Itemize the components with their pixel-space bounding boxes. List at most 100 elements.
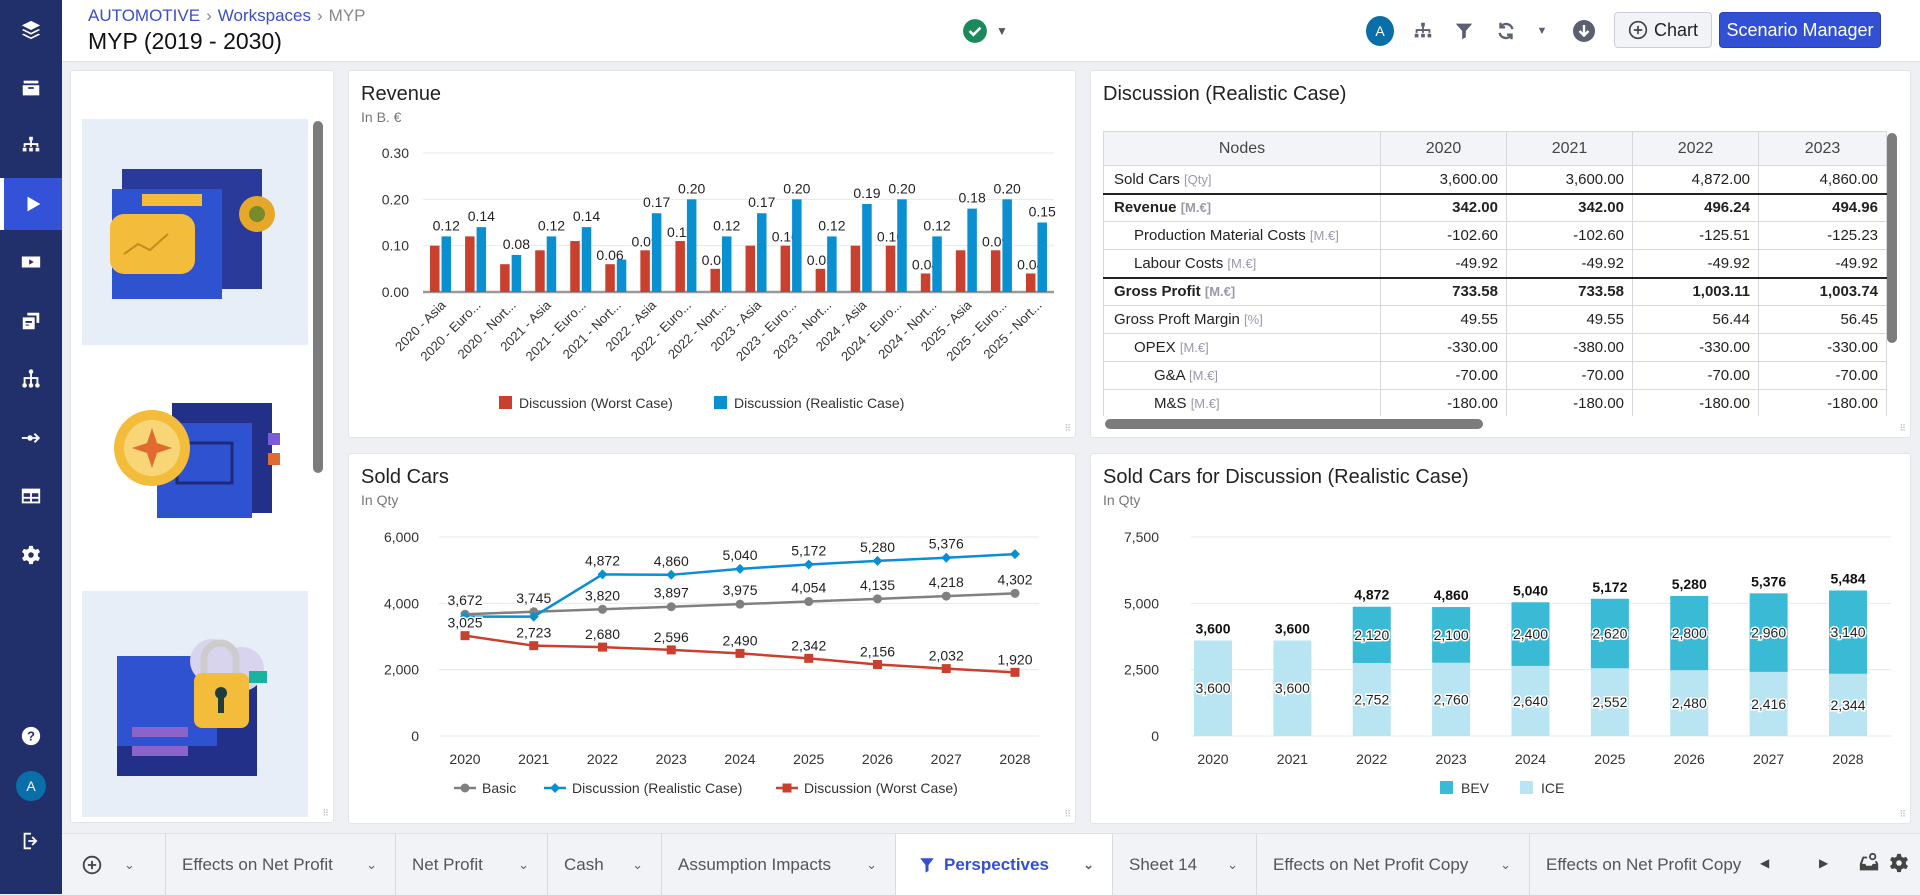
column-header[interactable]: 2021	[1506, 131, 1633, 166]
row-unit: [M.€]	[1309, 228, 1339, 243]
logout-button[interactable]	[0, 815, 62, 867]
data-label: 3,897	[654, 585, 689, 601]
sheet-settings-button[interactable]	[1888, 852, 1910, 879]
table-row[interactable]: OPEX [M.€] -330.00 -380.00 -330.00 -330.00	[1103, 333, 1887, 362]
data-point	[598, 642, 607, 652]
row-label: Labour Costs	[1134, 254, 1224, 272]
add-chart-button[interactable]: Chart	[1614, 12, 1712, 48]
filter-button[interactable]	[1450, 17, 1478, 45]
refresh-button[interactable]	[1492, 17, 1520, 45]
scenario-manager-button[interactable]: Scenario Manager	[1719, 12, 1881, 48]
column-header[interactable]: 2023	[1758, 131, 1887, 166]
breadcrumb-automotive[interactable]: AUTOMOTIVE	[88, 6, 201, 25]
data-point	[803, 559, 814, 570]
tab-effects-on-net-profit-copy[interactable]: Effects on Net Profit Copy	[1530, 834, 1760, 895]
sidebar-logo[interactable]	[0, 4, 62, 56]
tabs-scroll-left[interactable]: ◀	[1760, 856, 1770, 870]
x-tick-label: 2025	[793, 751, 824, 767]
card-subtitle: In Qty	[361, 492, 399, 508]
sidebar-item-archive[interactable]	[0, 62, 62, 114]
column-header[interactable]: 2022	[1632, 131, 1759, 166]
illustration-security	[82, 591, 308, 817]
data-label: 0.14	[468, 208, 495, 224]
chevron-right-icon: ›	[206, 6, 212, 25]
resize-handle[interactable]: ⠿	[322, 808, 329, 818]
column-header[interactable]: 2020	[1380, 131, 1507, 166]
table-row[interactable]: Labour Costs [M.€] -49.92 -49.92 -49.92 -49.…	[1103, 249, 1887, 278]
data-label: 0.12	[923, 217, 950, 233]
bar-ice	[1590, 668, 1629, 736]
user-avatar[interactable]: A	[1366, 16, 1394, 46]
tab-assumption-impacts[interactable]: Assumption Impacts ⌄	[662, 834, 896, 895]
tab-cash[interactable]: Cash ⌄	[548, 834, 662, 895]
sidebar-item-play[interactable]	[0, 178, 62, 230]
resize-handle[interactable]: ⠿	[1064, 423, 1071, 433]
bar-worst	[605, 264, 615, 292]
tab-effects-on-net-profit-copy[interactable]: Effects on Net Profit Copy ⌄	[1257, 834, 1530, 895]
data-label: 2,400	[1513, 626, 1548, 642]
resize-handle[interactable]: ⠿	[1899, 423, 1906, 433]
total-label: 5,040	[1513, 582, 1548, 598]
sidebar-item-network[interactable]	[0, 353, 62, 405]
value-cell: -180.00	[1506, 389, 1633, 416]
chevron-down-icon[interactable]: ⌄	[1083, 856, 1094, 872]
data-label: 0.20	[888, 180, 915, 196]
sidebar-item-hierarchy[interactable]	[0, 119, 62, 171]
sidebar-item-flow[interactable]	[0, 412, 62, 464]
row-unit: [M.€]	[1227, 255, 1257, 271]
bar-worst	[990, 250, 1001, 292]
value-cell: -70.00	[1380, 361, 1507, 390]
chevron-down-icon[interactable]: ⌄	[866, 856, 877, 872]
sidebar-item-video[interactable]	[0, 236, 62, 288]
chevron-down-icon[interactable]: ⌄	[366, 856, 377, 872]
hierarchy-button[interactable]	[1409, 17, 1437, 45]
table-row[interactable]: Gross Proft Margin [%] 49.55 49.55 56.44 56.…	[1103, 305, 1887, 334]
tab-perspectives[interactable]: Perspectives ⌄	[896, 834, 1113, 895]
table-row[interactable]: Gross Profit [M.€] 733.58 733.58 1,003.11 1,…	[1103, 276, 1887, 306]
bar-bev	[1590, 598, 1629, 669]
sidebar-item-settings[interactable]	[0, 529, 62, 581]
chevron-down-icon[interactable]: ⌄	[1227, 856, 1238, 872]
row-label: M&S	[1154, 395, 1187, 412]
user-avatar-button[interactable]: A	[0, 760, 62, 812]
tab-net-profit[interactable]: Net Profit ⌄	[396, 834, 548, 895]
row-unit: [M.€]	[1179, 340, 1209, 355]
value-cell: 342.00	[1506, 192, 1633, 222]
column-header[interactable]: Nodes	[1103, 131, 1381, 166]
sidebar-item-table[interactable]	[0, 470, 62, 522]
data-label: 0.15	[1029, 204, 1056, 220]
status-dropdown[interactable]: ▼	[960, 17, 1010, 45]
y-tick-label: 7,500	[1124, 529, 1159, 545]
bar-worst	[465, 236, 475, 292]
refresh-dropdown[interactable]: ▼	[1528, 17, 1556, 45]
tab-effects-on-net-profit[interactable]: Effects on Net Profit ⌄	[166, 834, 396, 895]
chevron-down-icon[interactable]: ⌄	[1500, 856, 1511, 872]
table-row[interactable]: Production Material Costs [M.€] -102.60 -1…	[1103, 221, 1887, 250]
add-sheet-button[interactable]: ⌄	[62, 834, 166, 895]
search-sheets-button[interactable]	[1858, 852, 1880, 879]
resize-handle[interactable]: ⠿	[1064, 809, 1071, 819]
table-vertical-scrollbar[interactable]	[1887, 133, 1897, 343]
bar-realistic	[827, 236, 837, 292]
bar-ice	[1829, 673, 1867, 736]
sidebar-item-windows[interactable]	[0, 295, 62, 347]
panel-scrollbar[interactable]	[313, 121, 323, 473]
table-horizontal-scrollbar[interactable]	[1105, 419, 1483, 429]
bar-worst	[535, 250, 545, 292]
table-row[interactable]: Revenue [M.€] 342.00 342.00 496.24 494.96	[1103, 192, 1887, 222]
legend-label: Discussion (Worst Case)	[519, 395, 673, 411]
table-row[interactable]: M&S [M.€] -180.00 -180.00 -180.00 -180.00	[1103, 389, 1887, 416]
data-label: 5,280	[860, 539, 895, 555]
legend-label: ICE	[1541, 780, 1564, 796]
table-row[interactable]: Sold Cars [Qty] 3,600.00 3,600.00 4,872.00 4…	[1103, 165, 1887, 194]
resize-handle[interactable]: ⠿	[1899, 809, 1906, 819]
row-label-cell: G&A [M.€]	[1103, 361, 1381, 390]
tab-sheet-14[interactable]: Sheet 14 ⌄	[1113, 834, 1257, 895]
download-button[interactable]	[1570, 17, 1598, 45]
help-button[interactable]: ?	[0, 710, 62, 762]
tabs-scroll-right[interactable]: ▶	[1819, 856, 1829, 870]
chevron-down-icon[interactable]: ⌄	[632, 856, 643, 872]
table-row[interactable]: G&A [M.€] -70.00 -70.00 -70.00 -70.00	[1103, 361, 1887, 390]
chevron-down-icon[interactable]: ⌄	[518, 856, 529, 872]
breadcrumb-workspaces[interactable]: Workspaces	[217, 6, 311, 25]
